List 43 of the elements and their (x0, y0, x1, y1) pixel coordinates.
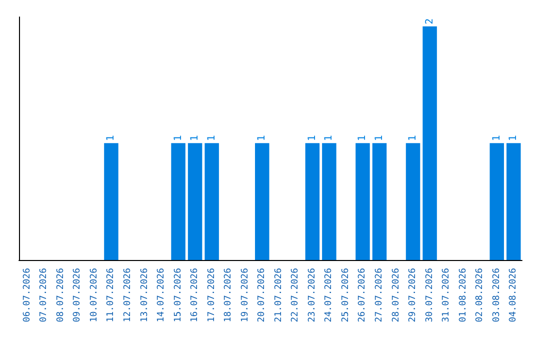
data-label: 1 (172, 135, 184, 142)
x-tick-label: 13.07.2026 (140, 268, 150, 322)
data-label: 1 (324, 135, 335, 142)
x-tick-label: 20.07.2026 (257, 268, 268, 322)
x-tick-label: 17.07.2026 (206, 268, 217, 322)
x-tick-label: 23.07.2026 (307, 268, 318, 322)
x-tick-label: 19.07.2026 (240, 268, 250, 322)
x-tick-label: 27.07.2026 (374, 268, 384, 322)
x-tick-label: 14.07.2026 (156, 268, 167, 322)
data-label: 1 (256, 135, 268, 142)
x-tick-label: 02.08.2026 (475, 268, 486, 322)
x-tick-label: 15.07.2026 (173, 268, 184, 322)
x-tick-label: 01.08.2026 (458, 268, 468, 322)
x-tick-label: 03.08.2026 (492, 268, 502, 322)
x-tick-label: 09.07.2026 (72, 268, 83, 322)
data-label: 1 (374, 135, 385, 142)
x-tick-label: 04.08.2026 (508, 268, 519, 322)
data-label: 1 (357, 135, 368, 142)
x-tick-label: 29.07.2026 (408, 268, 418, 322)
x-tick-label: 08.07.2026 (56, 268, 66, 322)
x-tick-label: 26.07.2026 (358, 268, 368, 322)
x-tick-label: 06.07.2026 (22, 268, 32, 322)
data-label: 1 (306, 135, 318, 142)
x-tick-label: 10.07.2026 (89, 268, 100, 322)
data-label: 1 (190, 135, 201, 142)
data-label: 2 (424, 18, 436, 24)
data-label: 1 (508, 135, 520, 142)
x-tick-label: 16.07.2026 (190, 268, 200, 322)
x-tick-label: 07.07.2026 (39, 268, 50, 322)
data-label: 1 (206, 135, 218, 142)
x-tick-label: 24.07.2026 (324, 268, 334, 322)
x-tick-label: 18.07.2026 (224, 268, 234, 322)
x-tick-label: 30.07.2026 (424, 268, 435, 322)
x-tick-label: 28.07.2026 (391, 268, 402, 322)
x-tick-label: 22.07.2026 (290, 268, 301, 322)
data-label: 1 (408, 135, 419, 142)
x-tick-label: 31.07.2026 (442, 268, 452, 322)
data-label: 1 (106, 135, 117, 142)
x-tick-label: 11.07.2026 (106, 268, 116, 322)
x-tick-label: 21.07.2026 (274, 268, 284, 322)
data-label: 1 (491, 135, 502, 142)
x-tick-label: 12.07.2026 (122, 268, 133, 322)
x-tick-label: 25.07.2026 (340, 268, 351, 322)
